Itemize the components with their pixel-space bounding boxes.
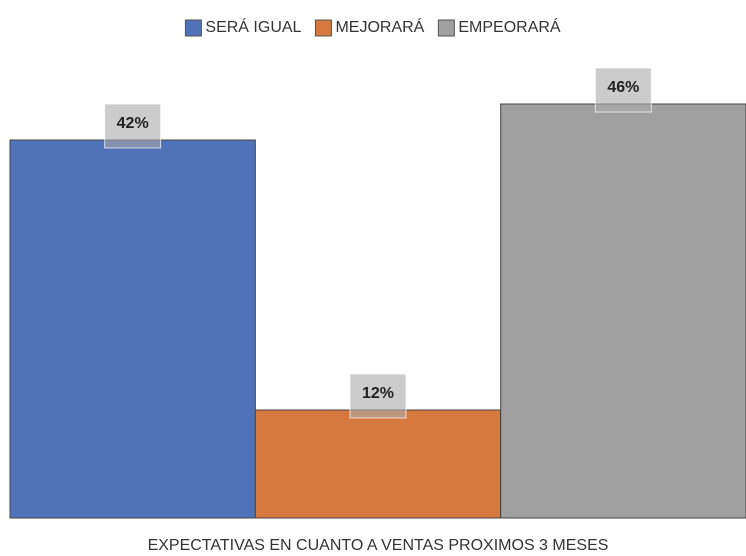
value-label-box xyxy=(594,67,652,113)
legend-swatch xyxy=(184,19,202,37)
legend-label: EMPEORARÁ xyxy=(458,17,561,36)
bar xyxy=(500,103,746,519)
bar xyxy=(254,409,502,519)
value-label-box xyxy=(104,103,162,149)
value-label: 12% xyxy=(362,385,394,402)
bar xyxy=(9,139,256,519)
legend-label: SERÁ IGUAL xyxy=(205,17,301,36)
value-label: 42% xyxy=(117,115,149,132)
x-tick-label: EXPECTATIVAS EN CUANTO A VENTAS PROXIMOS… xyxy=(148,537,609,554)
legend-swatch xyxy=(437,19,455,37)
legend-swatch xyxy=(314,19,332,37)
value-label-box xyxy=(349,373,407,419)
value-label: 46% xyxy=(607,79,639,96)
legend-label: MEJORARÁ xyxy=(335,17,424,36)
